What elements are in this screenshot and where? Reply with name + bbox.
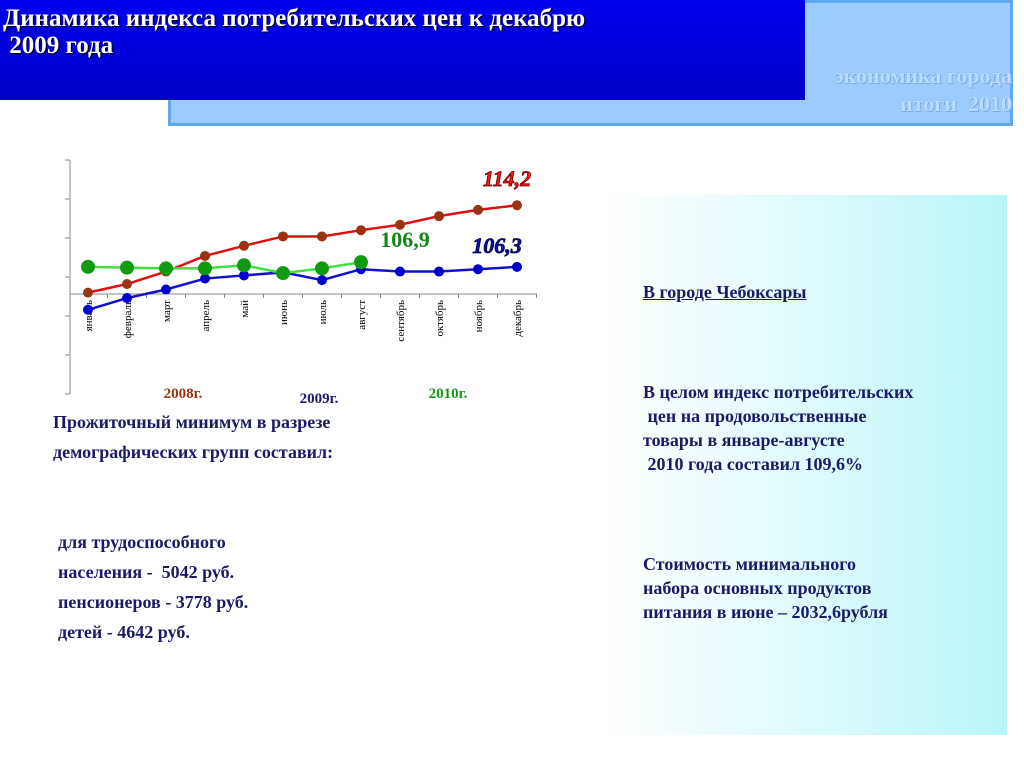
text-line: детей - 4642 руб. <box>58 622 190 642</box>
text-line: экономика города <box>834 63 1012 88</box>
point <box>512 200 522 211</box>
x-tick-label: декабрь <box>512 300 524 337</box>
point <box>237 258 251 273</box>
point <box>317 231 327 242</box>
items-text: для трудоспособного населения - 5042 руб.… <box>58 527 248 647</box>
point <box>81 259 95 274</box>
point <box>354 255 368 270</box>
text-line: Прожиточный минимум в разрезе <box>53 412 331 432</box>
x-tick-label: февраль <box>122 300 134 338</box>
point <box>122 279 132 290</box>
point <box>356 225 366 236</box>
point <box>276 266 290 281</box>
text-line: 2010 года составил 109,6% <box>643 454 864 474</box>
x-tick-label: ноябрь <box>473 300 485 332</box>
x-tick-label: октябрь <box>434 300 446 337</box>
point <box>161 284 171 295</box>
text-line: В целом индекс потребительских <box>643 382 914 402</box>
x-tick-label: июнь <box>278 300 290 325</box>
point <box>317 275 327 286</box>
watermark: экономика города итоги 2010 <box>834 62 1012 118</box>
point <box>395 266 405 277</box>
point <box>122 293 132 304</box>
x-tick-label: сентябрь <box>395 300 407 342</box>
legend-entry: 2010г. <box>429 386 468 402</box>
point <box>200 250 210 261</box>
point <box>434 211 444 222</box>
series-line <box>87 265 518 311</box>
right-panel <box>600 195 1007 735</box>
cost-text: Стоимость минимального набора основных пр… <box>643 552 888 624</box>
x-tick-label: март <box>161 300 173 322</box>
text-line: демографических групп составил: <box>53 442 334 462</box>
x-tick-label: январь <box>83 300 95 331</box>
text-line: питания в июне – 2032,6рубля <box>643 602 888 622</box>
text-line: Динамика индекса потребительских цен к д… <box>3 5 586 32</box>
x-tick-label: август <box>356 300 368 330</box>
text-line: пенсионеров - 3778 руб. <box>58 592 249 612</box>
point <box>83 287 93 298</box>
value-label: 114,2 <box>483 166 531 191</box>
point <box>278 231 288 242</box>
point <box>239 270 249 281</box>
point <box>83 304 93 315</box>
x-tick-label: апрель <box>200 300 212 332</box>
point <box>473 204 483 215</box>
index-text: В целом индекс потребительских цен на пр… <box>643 380 913 476</box>
city-text: В городе Чебоксары <box>643 282 807 302</box>
point <box>159 261 173 276</box>
point <box>200 273 210 284</box>
legend-entry: 2008г. <box>164 386 203 402</box>
legend-entry: 2009г. <box>300 391 339 407</box>
title-box: Динамика индекса потребительских цен к д… <box>0 0 805 100</box>
intro-text: Прожиточный минимум в разрезе демографиче… <box>53 407 333 467</box>
point <box>198 261 212 276</box>
series-line <box>87 203 518 294</box>
text-line: цен на продовольственные <box>643 406 867 426</box>
x-tick-label: июль <box>317 300 329 324</box>
text-line: населения - 5042 руб. <box>58 562 235 582</box>
text-line: набора основных продуктов <box>643 578 872 598</box>
text-line: для трудоспособного <box>58 532 226 552</box>
text-line: товары в январе-августе <box>643 430 845 450</box>
text-line: итоги 2010 <box>900 91 1012 116</box>
point <box>120 260 134 275</box>
point <box>315 261 329 276</box>
text-line: 2009 года <box>3 32 114 59</box>
point <box>512 261 522 272</box>
x-tick-label: май <box>239 300 251 318</box>
value-label: 106,3 <box>472 233 522 258</box>
text-line: Стоимость минимального <box>643 554 856 574</box>
value-label: 106,9 <box>380 227 430 252</box>
point <box>473 264 483 275</box>
point <box>239 240 249 251</box>
point <box>395 219 405 230</box>
point <box>434 266 444 277</box>
